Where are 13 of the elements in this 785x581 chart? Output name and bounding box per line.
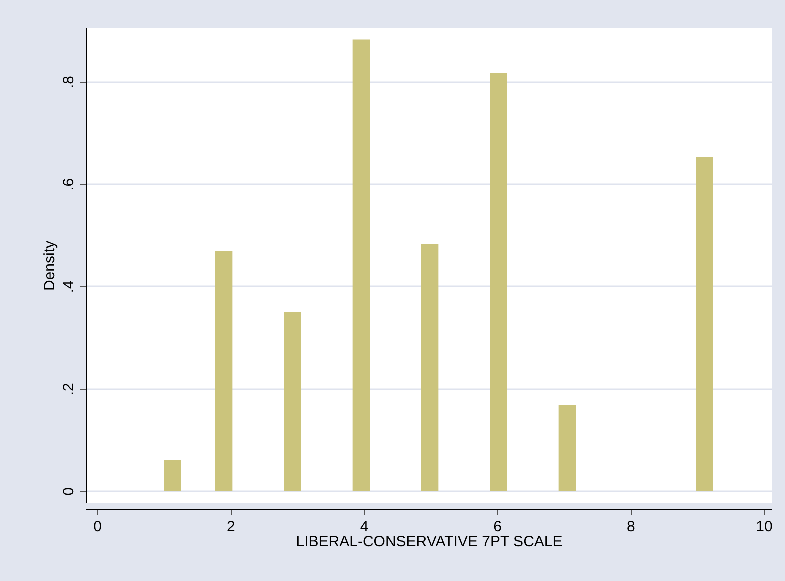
y-tick-label: .4 [60,280,78,294]
y-axis-title: Density [42,240,58,292]
y-tick-label: .2 [60,383,78,396]
x-tick-label: 2 [226,518,236,536]
x-tick-label: 0 [94,518,102,536]
x-axis-title: LIBERAL-CONSERVATIVE 7PT SCALE [296,534,563,550]
x-tick-label: 6 [494,518,502,536]
x-tick-label: 8 [626,518,636,536]
y-tick-label: .6 [60,178,78,191]
y-tick-label: .8 [60,76,78,88]
x-tick-label: 4 [360,518,369,536]
y-tick-label: 0 [60,488,78,496]
x-tick-label: 10 [756,518,773,536]
